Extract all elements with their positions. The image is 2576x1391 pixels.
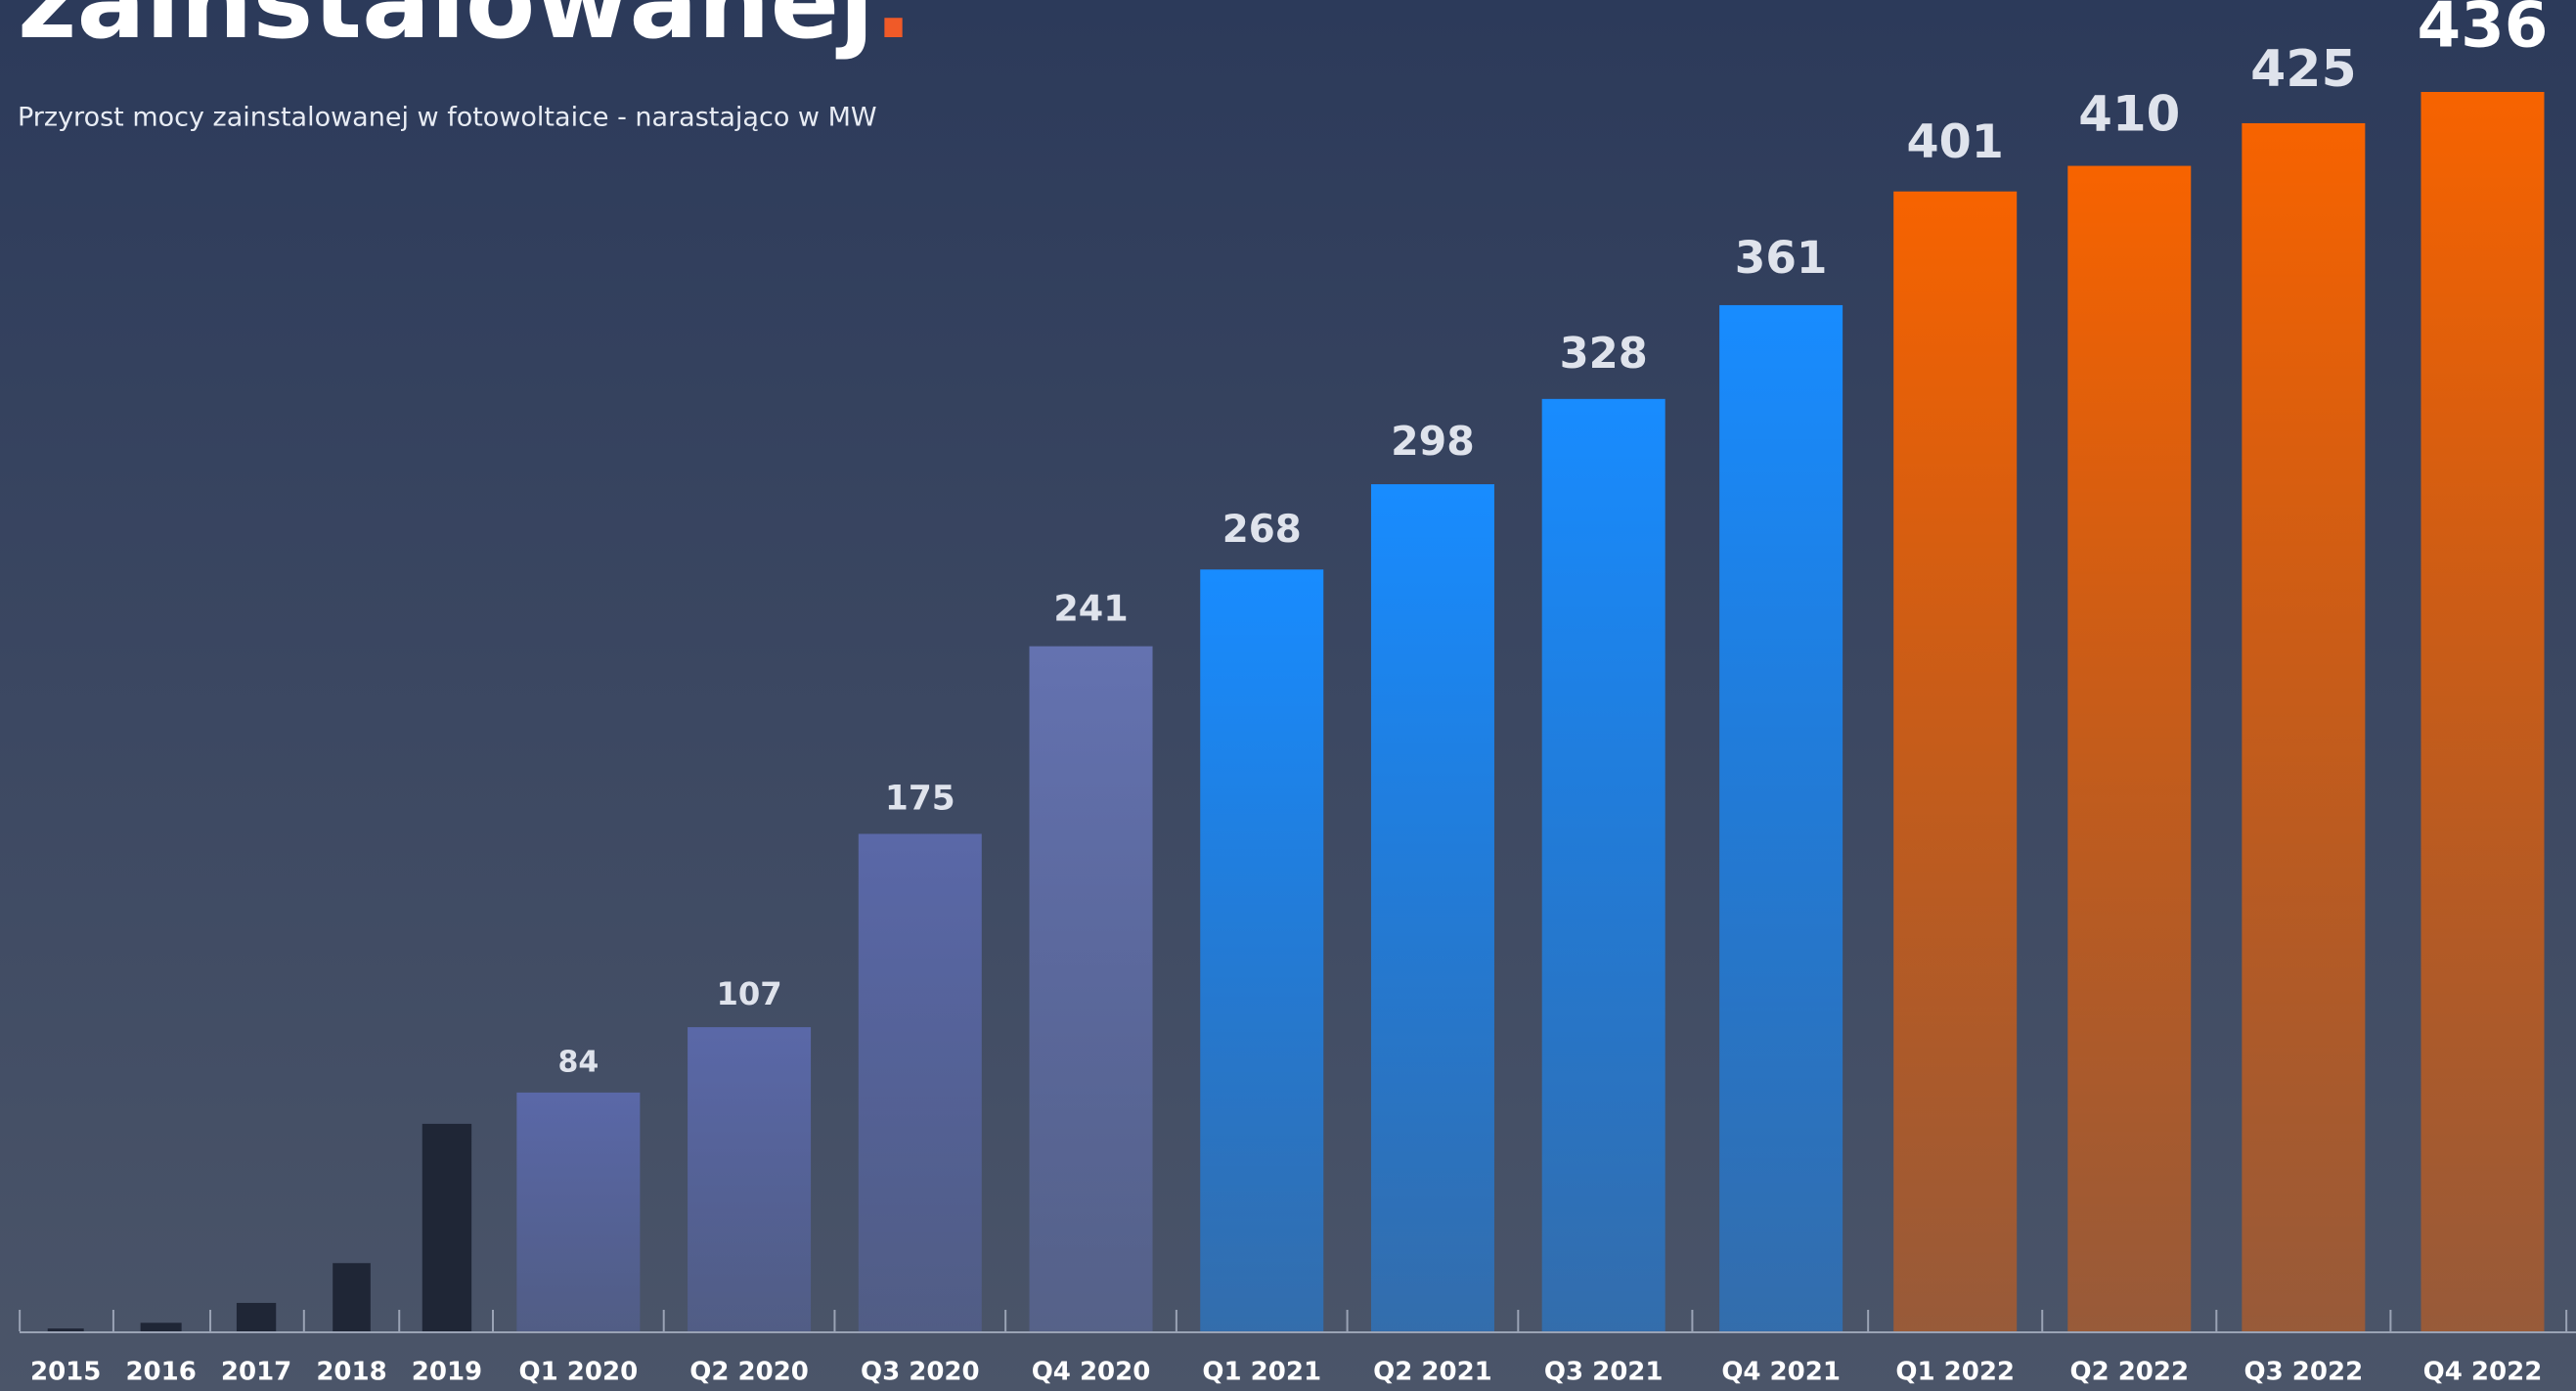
x-tick-label: 2017	[221, 1358, 291, 1387]
x-tick-label: Q4 2020	[1032, 1358, 1151, 1387]
data-label: 436	[2417, 0, 2548, 62]
x-tick-label: Q4 2021	[1721, 1358, 1841, 1387]
data-label: 175	[885, 780, 955, 819]
data-label: 410	[2078, 85, 2180, 142]
chart-subtitle: Przyrost mocy zainstalowanej w fotowolta…	[18, 103, 877, 133]
bar	[2421, 92, 2545, 1331]
data-label: 298	[1391, 418, 1475, 465]
chart-title: zainstalowanej.	[18, 0, 912, 62]
data-label: 425	[2250, 40, 2357, 99]
x-tick-label: Q2 2020	[689, 1358, 809, 1387]
x-tick-label: Q3 2022	[2244, 1358, 2364, 1387]
data-label: 268	[1222, 508, 1302, 552]
data-label: 241	[1053, 588, 1128, 630]
bar	[47, 1328, 84, 1331]
bar	[1541, 398, 1666, 1332]
x-tick-label: Q2 2021	[1373, 1358, 1492, 1387]
x-tick-label: Q2 2022	[2069, 1358, 2189, 1387]
bar	[2242, 122, 2366, 1332]
bar	[1200, 569, 1324, 1331]
bar	[688, 1027, 812, 1331]
data-label: 107	[716, 975, 781, 1012]
bar	[2067, 165, 2192, 1331]
x-tick-label: 2016	[125, 1358, 196, 1387]
title-text: zainstalowanej	[18, 0, 874, 62]
bar	[1370, 484, 1494, 1331]
data-label: 401	[1907, 115, 2004, 169]
bar	[140, 1323, 182, 1331]
x-tick-label: Q3 2021	[1544, 1358, 1664, 1387]
x-tick-label: Q1 2020	[519, 1358, 639, 1387]
x-tick-label: Q1 2022	[1895, 1358, 2015, 1387]
data-label: 84	[557, 1045, 599, 1079]
x-tick-label: Q4 2022	[2423, 1358, 2543, 1387]
x-tick-label: 2015	[30, 1358, 101, 1387]
x-tick-label: 2018	[316, 1358, 386, 1387]
x-tick-label: Q3 2020	[861, 1358, 980, 1387]
bar	[333, 1263, 371, 1331]
bar	[422, 1123, 472, 1331]
data-label: 328	[1560, 330, 1648, 379]
data-label: 361	[1735, 232, 1828, 284]
bar	[236, 1302, 277, 1331]
bar	[858, 833, 982, 1331]
x-tick-label: Q1 2021	[1202, 1358, 1321, 1387]
title-dot: .	[874, 0, 913, 62]
x-tick-label: 2019	[412, 1358, 482, 1387]
bar	[1719, 304, 1843, 1331]
bar	[1893, 191, 2018, 1331]
bar	[1029, 646, 1153, 1331]
bar	[516, 1092, 641, 1331]
